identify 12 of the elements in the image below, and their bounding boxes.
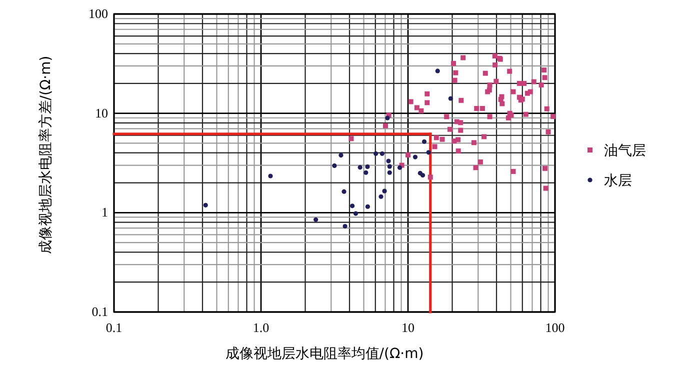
x-tick-label: 100	[545, 320, 565, 335]
x-tick-label: 1.0	[252, 320, 270, 335]
x-tick-label: 0.1	[106, 320, 122, 335]
y-tick-label: 1	[102, 204, 108, 220]
y-axis-title: 成像视地层水电阻率方差/(Ω·m)	[38, 56, 54, 254]
y-tick-label: 10	[95, 105, 108, 120]
legend-label: 油气层	[604, 143, 646, 159]
y-tick-label: 100	[88, 6, 108, 21]
x-axis-title: 成像视地层水电阻率均值/(Ω·m)	[225, 346, 424, 362]
y-tick-label: 0.1	[92, 304, 108, 319]
x-tick-label: 10	[402, 320, 414, 335]
legend-label: 水层	[604, 173, 632, 189]
